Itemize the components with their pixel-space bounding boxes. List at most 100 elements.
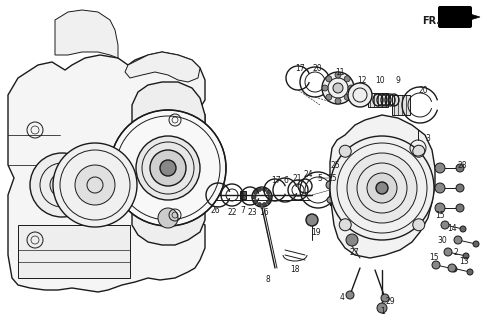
Circle shape (266, 190, 270, 194)
Text: 20: 20 (418, 85, 428, 94)
Circle shape (347, 153, 417, 223)
Circle shape (136, 136, 200, 200)
Circle shape (460, 226, 466, 232)
Circle shape (258, 203, 262, 207)
Circle shape (262, 203, 266, 207)
Circle shape (327, 197, 333, 203)
Circle shape (377, 303, 387, 313)
Circle shape (348, 83, 372, 107)
Circle shape (258, 188, 262, 191)
Circle shape (266, 200, 270, 204)
Circle shape (432, 261, 440, 269)
FancyBboxPatch shape (438, 6, 472, 28)
Circle shape (30, 153, 94, 217)
Text: 17: 17 (271, 175, 281, 185)
Circle shape (306, 214, 318, 226)
Polygon shape (125, 52, 200, 82)
Polygon shape (470, 14, 480, 20)
Polygon shape (55, 10, 118, 58)
Circle shape (326, 76, 332, 82)
Text: 29: 29 (385, 298, 395, 307)
Text: 20: 20 (312, 63, 322, 73)
Text: 15: 15 (429, 253, 439, 262)
Text: 24: 24 (303, 170, 313, 179)
Circle shape (322, 85, 328, 91)
Text: 19: 19 (311, 228, 321, 236)
Text: 17: 17 (295, 63, 305, 73)
Circle shape (330, 136, 434, 240)
Text: 3: 3 (426, 133, 431, 142)
Text: 25: 25 (327, 173, 337, 182)
Text: 11: 11 (335, 68, 345, 76)
Polygon shape (132, 82, 205, 245)
Circle shape (463, 253, 469, 259)
Text: 6: 6 (283, 175, 288, 185)
Text: FR.: FR. (422, 16, 440, 26)
Circle shape (158, 208, 178, 228)
Text: 15: 15 (435, 211, 445, 220)
Text: 2: 2 (453, 247, 458, 257)
Circle shape (467, 269, 473, 275)
Circle shape (473, 241, 479, 247)
Text: 7: 7 (241, 205, 245, 214)
FancyBboxPatch shape (240, 191, 246, 199)
FancyBboxPatch shape (392, 95, 410, 115)
Circle shape (339, 219, 351, 231)
Circle shape (344, 94, 350, 100)
Text: 22: 22 (227, 207, 237, 217)
Text: 21: 21 (292, 173, 302, 182)
Text: 1: 1 (381, 308, 385, 316)
Circle shape (454, 236, 462, 244)
Circle shape (435, 163, 445, 173)
Circle shape (262, 188, 266, 191)
Text: 5: 5 (318, 173, 322, 182)
Text: 14: 14 (447, 223, 457, 233)
Circle shape (344, 76, 350, 82)
Circle shape (413, 145, 425, 157)
Circle shape (254, 190, 258, 194)
Circle shape (456, 184, 464, 192)
Circle shape (451, 266, 457, 272)
Circle shape (441, 221, 449, 229)
Circle shape (254, 200, 258, 204)
Circle shape (381, 294, 389, 302)
Circle shape (456, 164, 464, 172)
Circle shape (268, 195, 272, 199)
FancyBboxPatch shape (368, 93, 388, 107)
Circle shape (322, 72, 354, 104)
Text: 18: 18 (290, 266, 300, 275)
Circle shape (160, 160, 176, 176)
Polygon shape (8, 52, 205, 292)
Text: 10: 10 (375, 76, 385, 84)
Circle shape (50, 173, 74, 197)
Polygon shape (18, 225, 130, 278)
Circle shape (348, 85, 354, 91)
Circle shape (448, 264, 456, 272)
Text: 23: 23 (247, 207, 257, 217)
Circle shape (435, 183, 445, 193)
Circle shape (413, 219, 425, 231)
Circle shape (53, 143, 137, 227)
Circle shape (346, 234, 358, 246)
Circle shape (110, 110, 226, 226)
Circle shape (435, 203, 445, 213)
Polygon shape (330, 115, 435, 258)
Circle shape (335, 72, 341, 78)
Circle shape (75, 165, 115, 205)
Circle shape (444, 248, 452, 256)
Text: 25: 25 (330, 161, 340, 170)
Circle shape (326, 94, 332, 100)
Text: 26: 26 (210, 205, 220, 214)
Text: 12: 12 (357, 76, 367, 84)
Circle shape (346, 291, 354, 299)
Text: 13: 13 (459, 258, 469, 267)
Circle shape (326, 181, 334, 189)
Text: 16: 16 (259, 207, 269, 217)
Text: 27: 27 (349, 247, 359, 257)
Circle shape (333, 83, 343, 93)
Text: 4: 4 (339, 293, 344, 302)
Circle shape (339, 145, 351, 157)
Circle shape (456, 204, 464, 212)
Text: 9: 9 (395, 76, 400, 84)
Text: 28: 28 (457, 161, 467, 170)
